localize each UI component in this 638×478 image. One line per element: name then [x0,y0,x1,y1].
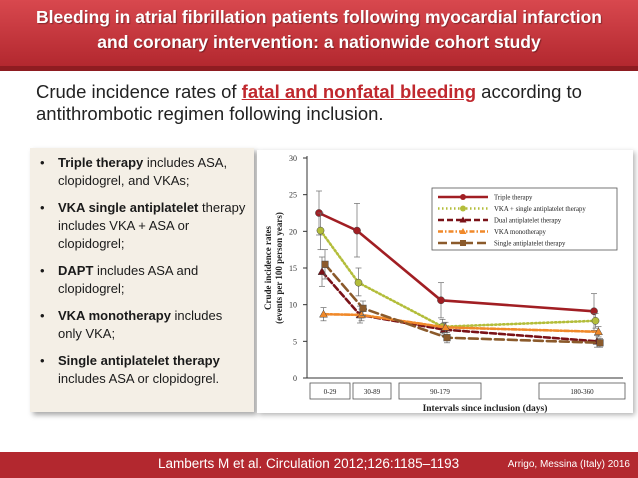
data-point [591,316,600,325]
slide-subtitle: Crude incidence rates of fatal and nonfa… [36,81,616,125]
y-tick-label: 20 [289,227,297,236]
series-group [321,249,604,348]
x-tick-label: 30-89 [364,388,381,396]
data-point [359,304,367,312]
data-point [319,309,328,318]
series-line [317,211,596,313]
interval-box [398,382,482,400]
term: VKA single antiplatelet [58,200,199,215]
x-tick-label: 180-360 [570,388,594,396]
interval-box [352,382,392,400]
subtitle-highlight: fatal and nonfatal bleeding [241,81,477,102]
y-tick-label: 0 [293,374,297,383]
subtitle-text-start: Crude incidence rates of [36,81,242,102]
y-tick-label: 25 [289,191,297,200]
data-point [353,226,361,235]
series-group [319,307,603,338]
legend-label: VKA monotherapy [494,229,547,236]
data-point [443,334,451,342]
data-point [594,327,603,336]
slide-title-line-2: and coronary intervention: a nationwide … [97,32,541,52]
data-point [437,296,445,305]
data-point [316,226,325,235]
legend-label: Triple therapy [494,195,533,202]
bullet-icon: • [40,308,45,323]
definition: includes ASA and clopidogrel; [58,263,199,296]
list-item: • VKA monotherapy includes only VKA; [40,307,246,343]
data-point [441,322,450,331]
legend-label: Single antiplatelet therapy [494,241,566,248]
legend-label: VKA + single antiplatelet therapy [494,206,586,213]
series-line [322,312,600,334]
term: VKA monotherapy [58,308,171,323]
list-item: • VKA single antiplatelet therapy include… [40,199,246,253]
definition: includes ASA or clopidogrel. [58,371,220,386]
x-tick-label: 90-179 [430,388,450,396]
term: DAPT [58,263,94,278]
y-tick-label: 30 [289,154,297,163]
legend-marker [460,205,466,212]
interval-box [309,382,351,400]
bullet-icon: • [40,353,45,368]
x-axis-label: Intervals since inclusion (days) [423,403,548,413]
term: Single antiplatelet therapy [58,353,220,368]
x-tick-label: 0-29 [324,388,337,396]
interval-box [538,382,626,400]
chart-container: 0 5 10 15 20 25 30 Crude incidence rates (events… [257,150,633,414]
series-group [315,190,598,331]
y-tick-label: 15 [289,264,297,273]
legend-label: Dual antiplatelet therapy [494,218,562,225]
legend-marker [459,216,467,223]
list-item: • Single antiplatelet therapy includes AS… [40,352,246,388]
data-point [321,260,329,268]
y-axis-label: Crude incidence rates [263,226,273,310]
legend-marker [460,194,466,200]
y-tick-label: 10 [289,301,297,310]
slide-header: Bleeding in atrial fibrillation patients… [0,0,638,66]
definition: therapy includes VKA + ASA or clopidogre… [58,200,246,251]
term: Triple therapy [58,155,144,170]
header-divider [0,66,638,71]
bullet-icon: • [40,263,45,278]
definitions-box: • Triple therapy includes ASA, clopidogre… [30,148,254,412]
slide-title-line-1: Bleeding in atrial fibrillation patients… [36,7,602,27]
data-point [354,278,363,287]
definition: includes ASA, clopidogrel, and VKAs; [58,155,228,188]
legend-marker [459,228,467,234]
list-item: • DAPT includes ASA and clopidogrel; [40,262,246,298]
definition: includes only VKA; [58,308,223,341]
credit: Arrigo, Messina (Italy) 2016 [507,459,630,470]
data-point [590,307,598,316]
data-point [317,267,327,275]
subtitle-text-end: according to antithrombotic regimen foll… [36,81,582,124]
data-point [596,339,604,347]
data-point [357,310,366,319]
incidence-chart: 0 5 10 15 20 25 30 Crude incidence rates (events… [263,154,626,414]
slide-footer: Lamberts M et al. Circulation 2012;126:1… [0,452,638,478]
bullet-icon: • [40,155,45,170]
series-line [323,263,602,345]
citation: Lamberts M et al. Circulation 2012;126:1… [158,456,460,471]
bullet-icon: • [40,200,45,215]
legend-marker [460,240,466,246]
list-item: • Triple therapy includes ASA, clopidogre… [40,154,246,190]
y-axis-label-units: (events per 100 person years) [274,212,284,324]
definitions-list: • Triple therapy includes ASA, clopidogre… [40,154,246,388]
series-line [319,229,597,329]
y-tick-label: 5 [293,337,297,346]
